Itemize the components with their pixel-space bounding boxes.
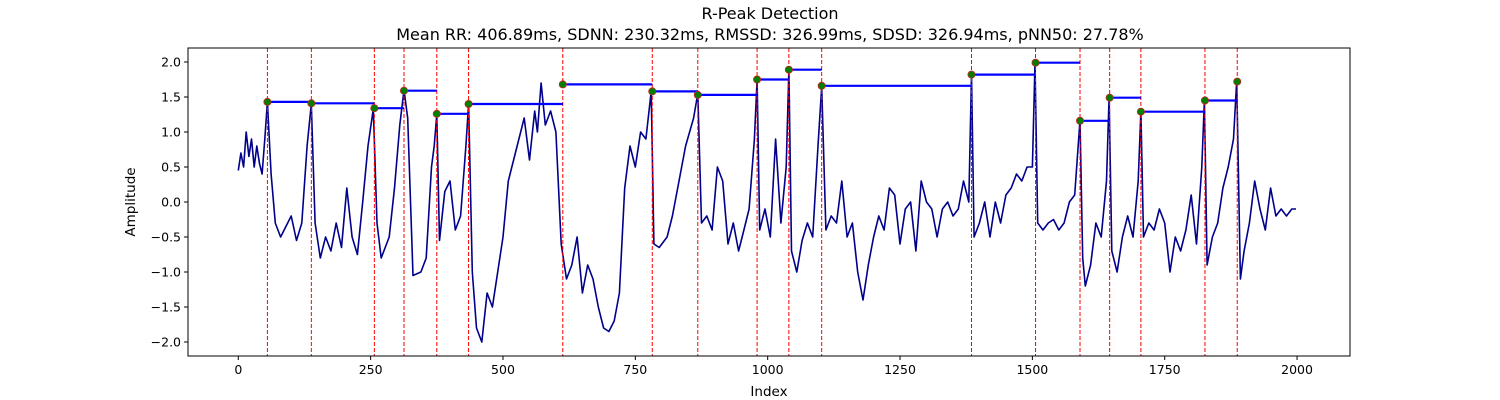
x-tick-label-6: 1500 xyxy=(1016,362,1048,377)
r-peak-marker-17 xyxy=(1200,96,1209,105)
x-tick-label-5: 1250 xyxy=(884,362,916,377)
r-peak-marker-2 xyxy=(370,104,379,113)
r-peak-marker-18 xyxy=(1233,77,1242,86)
y-tick-label-1: −1.5 xyxy=(151,300,181,315)
r-peak-marker-3 xyxy=(399,86,408,95)
chart-title: R-Peak Detection xyxy=(701,4,838,23)
x-tick-label-8: 2000 xyxy=(1281,362,1313,377)
y-axis-label: Amplitude xyxy=(123,167,139,236)
y-tick-label-4: 0.0 xyxy=(161,195,181,210)
r-peak-marker-12 xyxy=(967,70,976,79)
r-peak-marker-7 xyxy=(648,87,657,96)
r-peak-marker-1 xyxy=(307,99,316,108)
r-peak-marker-13 xyxy=(1031,58,1040,67)
x-tick-label-2: 500 xyxy=(491,362,515,377)
x-tick-label-0: 0 xyxy=(234,362,242,377)
y-tick-label-0: −2.0 xyxy=(151,335,181,350)
x-tick-label-1: 250 xyxy=(359,362,383,377)
r-peak-marker-14 xyxy=(1076,116,1085,125)
x-tick-label-7: 1750 xyxy=(1149,362,1181,377)
r-peak-marker-8 xyxy=(693,90,702,99)
r-peak-marker-16 xyxy=(1136,107,1145,116)
y-tick-label-8: 2.0 xyxy=(161,55,181,70)
r-peak-marker-6 xyxy=(558,80,567,89)
y-tick-label-3: −0.5 xyxy=(151,230,181,245)
r-peak-marker-10 xyxy=(784,65,793,74)
y-tick-label-5: 0.5 xyxy=(161,160,181,175)
r-peak-marker-9 xyxy=(753,75,762,84)
r-peak-marker-0 xyxy=(263,97,272,106)
y-tick-label-6: 1.0 xyxy=(161,125,181,140)
x-axis-label: Index xyxy=(750,384,787,400)
y-tick-label-7: 1.5 xyxy=(161,90,181,105)
chart-subtitle: Mean RR: 406.89ms, SDNN: 230.32ms, RMSSD… xyxy=(396,25,1144,44)
x-tick-label-3: 750 xyxy=(623,362,647,377)
r-peak-marker-11 xyxy=(817,81,826,90)
y-tick-label-2: −1.0 xyxy=(151,265,181,280)
ecg-signal-line xyxy=(237,61,1296,343)
r-peak-marker-15 xyxy=(1105,93,1114,102)
r-peak-marker-4 xyxy=(432,109,441,118)
x-tick-label-4: 1000 xyxy=(752,362,784,377)
r-peak-marker-5 xyxy=(464,100,473,109)
plot-area xyxy=(237,48,1296,356)
axis-ticks: 0 250 500 750 1000 1250 1500 1750 2000 −2.0 −1.5 −1… xyxy=(151,55,1313,378)
